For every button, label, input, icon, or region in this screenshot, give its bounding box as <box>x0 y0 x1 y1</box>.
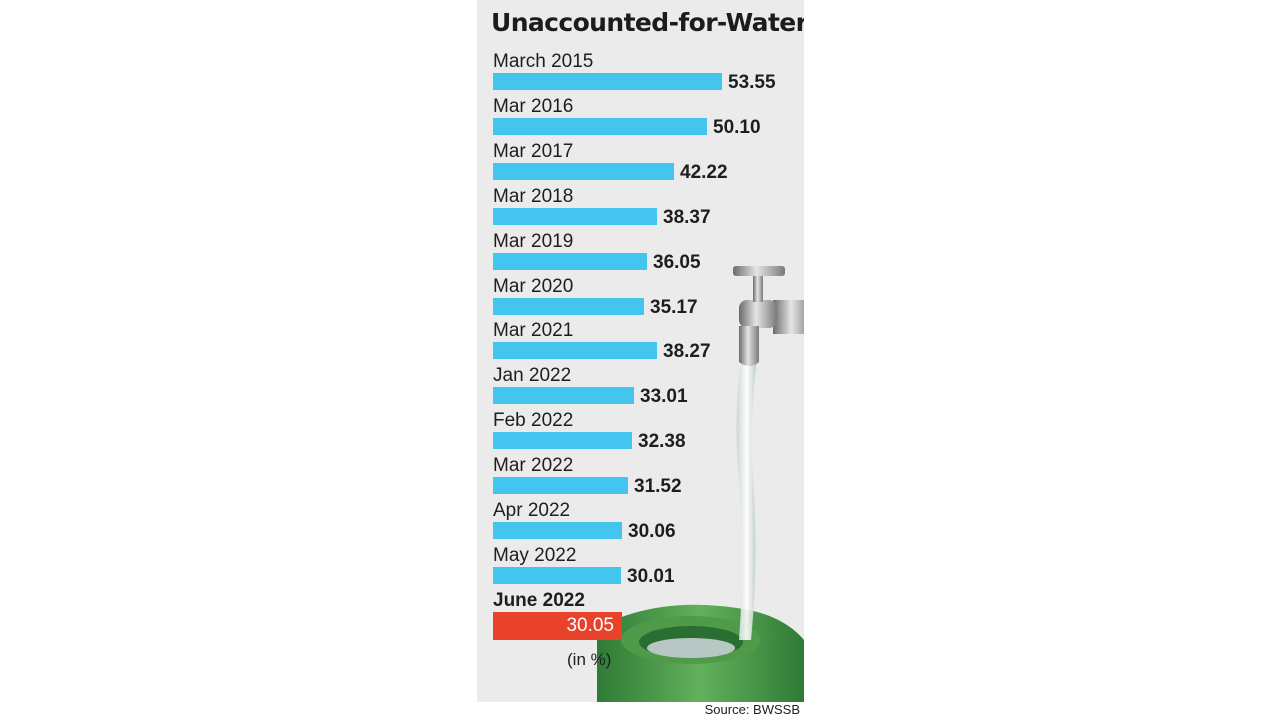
category-label: Mar 2019 <box>493 230 574 252</box>
bar <box>493 117 707 135</box>
chart-title: Unaccounted-for-Water <box>491 8 804 37</box>
category-label: Mar 2020 <box>493 275 574 297</box>
value-label: 33.01 <box>640 386 688 408</box>
category-label: June 2022 <box>493 589 585 611</box>
bar <box>493 387 634 405</box>
category-label: Apr 2022 <box>493 500 571 521</box>
value-label: 30.05 <box>566 614 614 636</box>
value-label: 31.52 <box>634 476 682 498</box>
bar <box>493 432 632 450</box>
bar <box>493 297 644 315</box>
source-credit: Source: BWSSB <box>704 702 800 717</box>
category-label: March 2015 <box>493 51 594 72</box>
bar <box>493 566 621 584</box>
category-label: Mar 2022 <box>493 455 574 477</box>
chart-panel: Unaccounted-for-Water <box>477 0 804 702</box>
bar <box>493 252 647 270</box>
value-label: 42.22 <box>680 161 728 183</box>
bar <box>493 73 722 90</box>
value-label: 35.17 <box>650 296 698 318</box>
value-label: 38.37 <box>663 206 711 228</box>
value-label: 38.27 <box>663 341 711 363</box>
bar-highlight <box>493 611 622 640</box>
category-label: Mar 2018 <box>493 185 574 207</box>
unit-note: (in %) <box>567 650 612 669</box>
category-label: May 2022 <box>493 544 577 566</box>
value-label: 30.06 <box>628 521 676 542</box>
bar <box>493 522 622 539</box>
bar <box>493 207 657 225</box>
value-label: 36.05 <box>653 251 701 273</box>
bar <box>493 162 674 180</box>
bar <box>493 477 628 495</box>
bar <box>493 342 657 360</box>
value-label: 32.38 <box>638 431 686 453</box>
value-label: 30.01 <box>627 565 675 587</box>
category-label: Mar 2017 <box>493 140 574 162</box>
category-label: Feb 2022 <box>493 410 574 432</box>
value-label: 53.55 <box>728 72 776 93</box>
category-label: Jan 2022 <box>493 365 572 387</box>
value-label: 50.10 <box>713 116 761 138</box>
tap-water-illustration <box>597 266 804 702</box>
category-label: Mar 2016 <box>493 95 574 117</box>
category-label: Mar 2021 <box>493 320 574 342</box>
